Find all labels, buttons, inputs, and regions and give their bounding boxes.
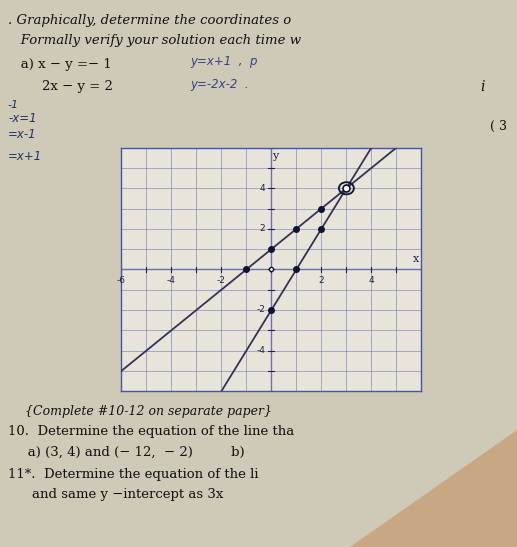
Text: y: y bbox=[272, 151, 278, 161]
Text: 11*.  Determine the equation of the li: 11*. Determine the equation of the li bbox=[8, 468, 258, 481]
Text: i: i bbox=[480, 80, 484, 94]
Text: and same y −intercept as 3x: and same y −intercept as 3x bbox=[15, 488, 223, 501]
Text: -6: -6 bbox=[117, 276, 126, 286]
Text: -2: -2 bbox=[256, 305, 265, 315]
Text: Formally verify your solution each time w: Formally verify your solution each time … bbox=[8, 34, 301, 47]
Text: -4: -4 bbox=[167, 276, 176, 286]
Text: 4: 4 bbox=[260, 184, 265, 193]
Text: a) x − y =− 1: a) x − y =− 1 bbox=[8, 58, 112, 71]
Text: 10.  Determine the equation of the line tha: 10. Determine the equation of the line t… bbox=[8, 425, 294, 438]
Text: y=x+1  ,  p: y=x+1 , p bbox=[190, 55, 257, 68]
Text: . Graphically, determine the coordinates o: . Graphically, determine the coordinates… bbox=[8, 14, 291, 27]
Text: 2: 2 bbox=[318, 276, 324, 286]
Text: 4: 4 bbox=[369, 276, 374, 286]
Text: {Complete #10-12 on separate paper}: {Complete #10-12 on separate paper} bbox=[25, 405, 272, 418]
Text: -x=1: -x=1 bbox=[8, 112, 37, 125]
Text: -2: -2 bbox=[217, 276, 226, 286]
Polygon shape bbox=[350, 430, 517, 547]
Text: -1: -1 bbox=[8, 100, 19, 110]
Text: =x+1: =x+1 bbox=[8, 150, 42, 163]
Text: a) (3, 4) and (− 12,  − 2)         b): a) (3, 4) and (− 12, − 2) b) bbox=[15, 446, 245, 459]
Text: ( 3: ( 3 bbox=[490, 120, 507, 133]
Text: -4: -4 bbox=[256, 346, 265, 355]
Text: x: x bbox=[413, 254, 419, 264]
Text: =x-1: =x-1 bbox=[8, 128, 37, 141]
Text: 2x − y = 2: 2x − y = 2 bbox=[8, 80, 113, 93]
Text: 2: 2 bbox=[260, 224, 265, 234]
Text: y=-2x-2  .: y=-2x-2 . bbox=[190, 78, 249, 91]
